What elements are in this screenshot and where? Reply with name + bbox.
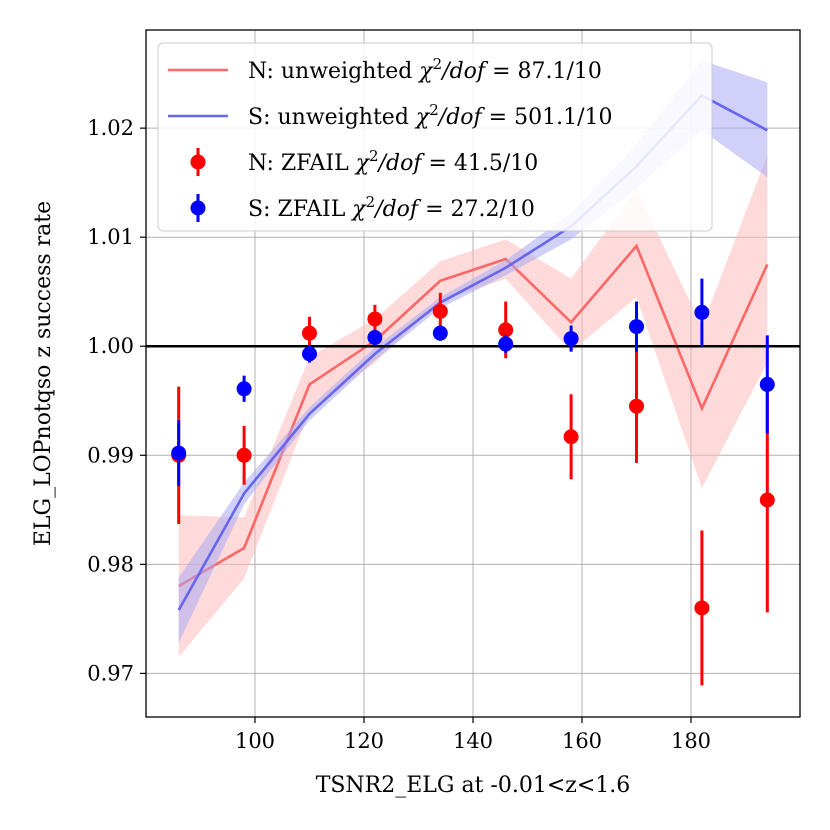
data-point <box>694 304 710 320</box>
legend-entry-label: S: unweighted χ2/dof = 501.1/10 <box>248 101 612 130</box>
x-tick-label: 160 <box>562 729 602 753</box>
x-tick-label: 140 <box>453 729 493 753</box>
data-point <box>367 311 383 327</box>
legend-entry-label: N: ZFAIL χ2/dof = 41.5/10 <box>248 147 538 176</box>
data-point <box>498 336 514 352</box>
data-point <box>367 330 383 346</box>
data-point <box>171 445 187 461</box>
y-tick-label: 0.99 <box>87 443 134 467</box>
points-layer <box>171 278 775 686</box>
data-point <box>236 447 252 463</box>
data-point <box>629 319 644 335</box>
y-axis-label: ELG_LOPnotqso z success rate <box>31 201 56 546</box>
y-tick-label: 1.00 <box>87 334 134 358</box>
y-tick-label: 1.02 <box>87 116 134 140</box>
legend-box <box>157 42 713 232</box>
data-point <box>563 429 579 445</box>
x-axis-label: TSNR2_ELG at -0.01<z<1.6 <box>316 773 631 798</box>
x-tick-label: 100 <box>235 729 275 753</box>
data-point <box>498 322 514 338</box>
x-tick-label: 120 <box>344 729 384 753</box>
band-fill-0 <box>178 155 768 658</box>
legend-entry-label: N: unweighted χ2/dof = 87.1/10 <box>248 55 602 84</box>
data-point <box>302 346 317 362</box>
x-tick-label: 180 <box>671 729 711 753</box>
legend-point-swatch <box>190 200 206 216</box>
data-point <box>759 376 775 392</box>
data-point <box>432 325 448 341</box>
data-point <box>694 600 710 616</box>
data-point <box>629 398 644 414</box>
series-line-0 <box>178 243 769 588</box>
data-point <box>432 303 448 319</box>
legend-entry-label: S: ZFAIL χ2/dof = 27.2/10 <box>248 193 535 222</box>
data-point <box>302 325 317 341</box>
data-point <box>236 381 252 397</box>
y-tick-label: 1.01 <box>87 225 134 249</box>
ticks-layer: 100 120 140 160 180 0.97 0.98 0.99 1.00 1.01 1.02 <box>87 116 711 753</box>
data-point <box>563 331 579 347</box>
legend: N: unweighted χ2/dof = 87.1/10 S: unweigh… <box>157 42 713 232</box>
y-tick-label: 0.97 <box>87 661 134 685</box>
y-tick-label: 0.98 <box>87 552 134 576</box>
legend-point-swatch <box>190 154 206 170</box>
data-point <box>759 492 775 508</box>
